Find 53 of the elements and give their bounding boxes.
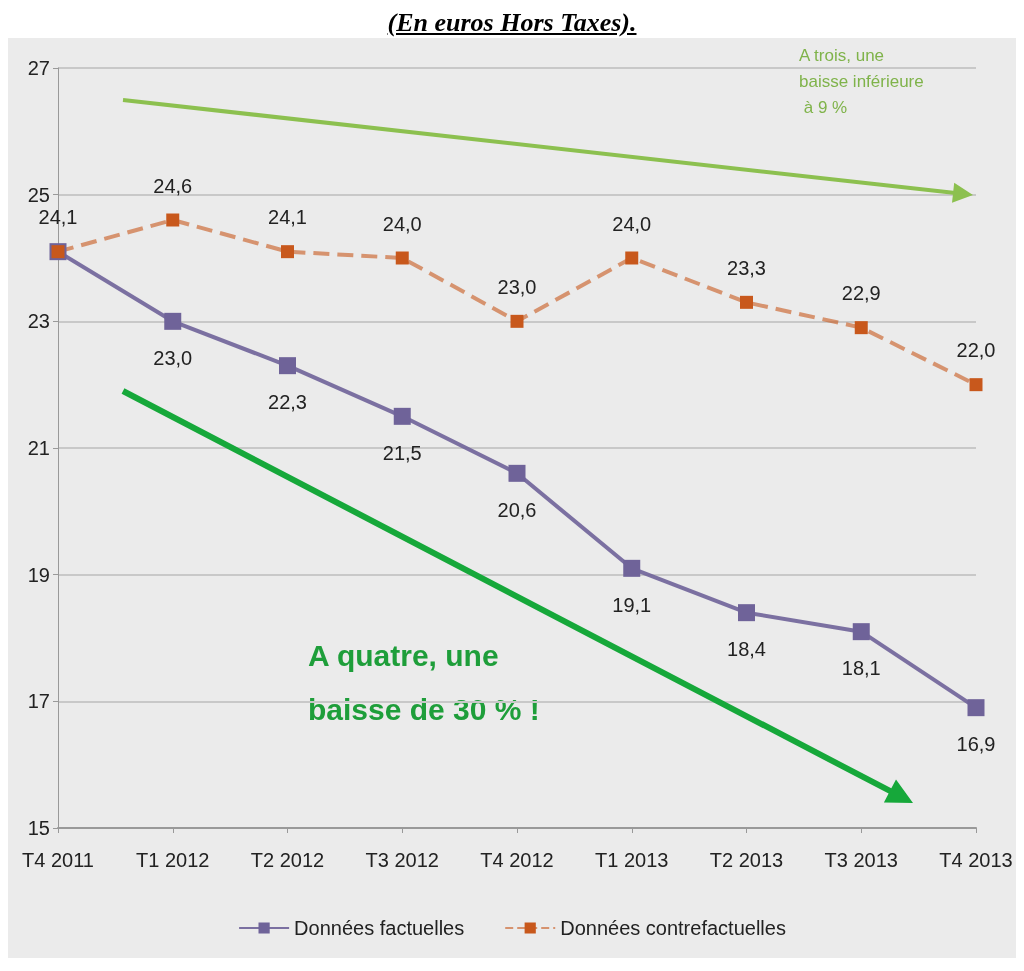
x-tick-label: T4 2011 [22,849,94,871]
point [393,407,411,425]
y-tick-label: 27 [27,57,50,79]
y-tick-label: 17 [27,690,50,713]
point [510,314,524,328]
x-tick-label: T4 2012 [480,849,554,871]
data-label: 24,0 [612,212,652,235]
point [625,251,639,265]
data-label: 24,6 [153,174,193,197]
y-tick-label: 19 [27,563,50,586]
data-label: 24,1 [38,206,78,229]
x-tick-label: T3 2012 [365,849,439,871]
point [738,604,755,622]
point [740,295,753,309]
x-tick-label: T4 2013 [939,849,1013,871]
point [164,312,182,330]
y-tick-label: 21 [27,437,50,459]
y-tick-label: 25 [27,183,50,206]
legend-label: Données factuelles [294,917,465,939]
data-label: 23,3 [727,256,766,279]
point [969,378,983,392]
point [623,559,641,577]
point [852,623,870,641]
point [854,321,868,335]
point [166,213,180,227]
data-label: 24,1 [268,206,307,229]
data-label: 23,0 [497,275,537,298]
data-label: 18,4 [727,638,766,661]
legend-label: Données contrefactuelles [560,917,786,939]
data-label: 21,5 [382,441,422,464]
y-tick-label: 15 [27,817,50,839]
point [281,245,294,259]
data-label: 16,9 [956,733,996,756]
chart-title: (En euros Hors Taxes). [386,8,638,38]
x-tick-label: T2 2013 [709,849,784,871]
x-tick-label: T3 2013 [824,849,898,871]
point [279,357,296,375]
data-label: 22,0 [956,339,996,362]
point [967,699,985,717]
data-label: 18,1 [841,657,881,680]
data-label: 23,0 [153,346,193,369]
data-label: 24,0 [382,212,422,235]
y-tick-label: 23 [27,310,50,333]
x-tick-label: T1 2012 [136,849,210,871]
annotation: A trois, une baisse inférieure à 9 % [799,45,924,117]
x-tick-label: T1 2013 [595,849,669,871]
point [508,464,526,482]
data-label: 20,6 [497,498,537,521]
data-label: 22,3 [268,391,307,414]
data-label: 22,9 [841,282,881,305]
point [395,251,409,265]
data-label: 19,1 [612,593,652,616]
x-tick-label: T2 2012 [250,849,325,871]
